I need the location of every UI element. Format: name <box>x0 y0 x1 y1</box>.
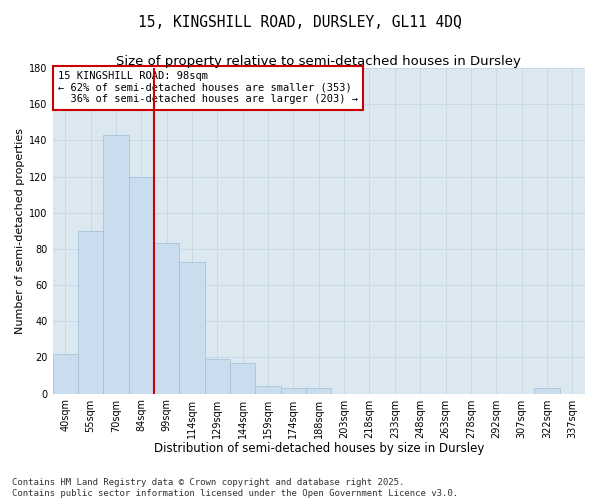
Bar <box>534 388 560 394</box>
Bar <box>306 388 331 394</box>
Bar <box>154 244 179 394</box>
Bar <box>179 262 205 394</box>
Text: 15 KINGSHILL ROAD: 98sqm
← 62% of semi-detached houses are smaller (353)
  36% o: 15 KINGSHILL ROAD: 98sqm ← 62% of semi-d… <box>58 72 358 104</box>
Bar <box>128 176 154 394</box>
X-axis label: Distribution of semi-detached houses by size in Dursley: Distribution of semi-detached houses by … <box>154 442 484 455</box>
Bar <box>256 386 281 394</box>
Y-axis label: Number of semi-detached properties: Number of semi-detached properties <box>15 128 25 334</box>
Text: Contains HM Land Registry data © Crown copyright and database right 2025.
Contai: Contains HM Land Registry data © Crown c… <box>12 478 458 498</box>
Title: Size of property relative to semi-detached houses in Dursley: Size of property relative to semi-detach… <box>116 55 521 68</box>
Bar <box>230 363 256 394</box>
Bar <box>78 231 103 394</box>
Bar <box>103 135 128 394</box>
Bar <box>53 354 78 394</box>
Text: 15, KINGSHILL ROAD, DURSLEY, GL11 4DQ: 15, KINGSHILL ROAD, DURSLEY, GL11 4DQ <box>138 15 462 30</box>
Bar <box>205 359 230 394</box>
Bar <box>281 388 306 394</box>
